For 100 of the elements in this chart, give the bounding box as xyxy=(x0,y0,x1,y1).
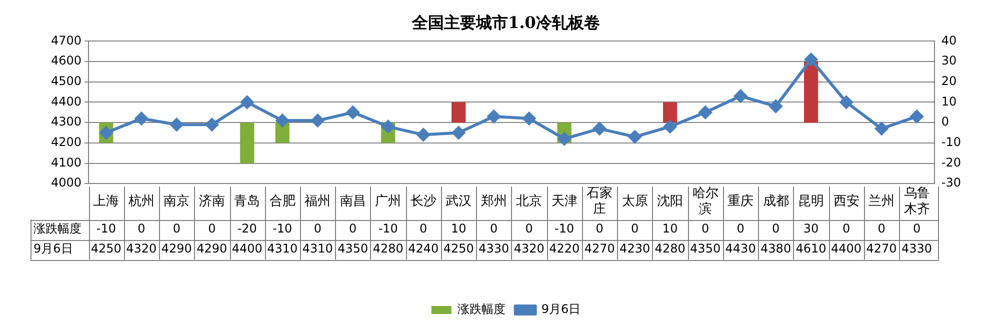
point xyxy=(346,106,360,119)
data-label: 0 xyxy=(525,222,533,236)
data-label: 0 xyxy=(490,222,498,236)
x-tick-label: 哈尔滨 xyxy=(692,186,718,217)
data-label: 0 xyxy=(349,222,357,236)
point xyxy=(170,118,184,132)
data-label: 0 xyxy=(420,222,428,236)
data-label: 4350 xyxy=(690,242,721,256)
data-label: 30 xyxy=(803,222,819,236)
x-tick-label: 成都 xyxy=(762,194,789,209)
data-label: 4310 xyxy=(302,242,333,256)
data-label: 4400 xyxy=(232,242,262,256)
point xyxy=(134,112,148,126)
bar xyxy=(804,62,818,123)
x-tick-label: 天津 xyxy=(551,194,578,209)
x-tick-label: 南京 xyxy=(164,194,190,209)
chart-title: 全国主要城市1.0冷轧板卷 xyxy=(411,12,600,32)
y-tick-label: 4600 xyxy=(50,54,82,68)
y-tick-label: 4500 xyxy=(50,74,82,88)
data-label: 4270 xyxy=(584,242,615,256)
point xyxy=(734,90,748,103)
y2-tick-label: -20 xyxy=(941,155,962,170)
point xyxy=(205,118,218,132)
data-label: 10 xyxy=(662,222,678,236)
point xyxy=(522,112,536,126)
x-tick-label: 西安 xyxy=(833,192,860,209)
point xyxy=(593,122,606,136)
y-tick-label: 4200 xyxy=(50,135,82,150)
data-label: -10 xyxy=(554,222,574,236)
x-tick-label: 太原 xyxy=(622,194,648,209)
legend-label: 9月6日 xyxy=(541,302,581,316)
y2-tick-label: 10 xyxy=(941,94,957,108)
data-label: 4380 xyxy=(760,242,792,256)
x-tick-label: 兰州 xyxy=(868,194,895,209)
data-label: 4310 xyxy=(267,242,298,256)
data-label: 4250 xyxy=(443,242,474,256)
data-label: -20 xyxy=(237,222,257,236)
data-label: 0 xyxy=(912,222,921,236)
data-label: 4270 xyxy=(866,242,897,256)
bar xyxy=(275,122,290,143)
data-label: 4430 xyxy=(725,242,756,256)
data-label: 0 xyxy=(842,222,850,236)
y-tick-label: 4300 xyxy=(50,114,82,129)
point xyxy=(769,100,782,113)
y2-tick-label: 0 xyxy=(941,114,950,129)
data-label: 4240 xyxy=(408,242,439,256)
x-tick-label: 上海 xyxy=(93,194,120,209)
data-label: 4250 xyxy=(90,242,122,256)
bar xyxy=(240,122,254,164)
y2-tick-label: -30 xyxy=(941,176,962,190)
data-label: 4280 xyxy=(654,242,686,256)
text: 9月6日 xyxy=(34,242,73,256)
bar xyxy=(452,102,466,123)
text: 涨跌幅度 xyxy=(34,222,82,236)
x-tick-label: 合肥 xyxy=(269,194,296,209)
data-label: 0 xyxy=(138,222,146,236)
data-label: 4290 xyxy=(196,242,228,256)
data-label: 0 xyxy=(772,222,780,236)
point xyxy=(240,96,254,109)
point xyxy=(311,114,324,128)
x-tick-label: 南昌 xyxy=(340,194,366,209)
x-tick-label: 广州 xyxy=(375,194,402,209)
data-label: 0 xyxy=(596,222,604,236)
data-label: 0 xyxy=(736,222,744,236)
bar xyxy=(663,102,678,123)
x-tick-label: 杭州 xyxy=(127,194,154,209)
y2-tick-label: 20 xyxy=(941,74,957,88)
x-tick-label: 济南 xyxy=(198,194,225,209)
data-label: 4230 xyxy=(620,242,650,256)
y-tick-label: 4100 xyxy=(50,155,82,170)
x-tick-label: 北京 xyxy=(516,194,542,209)
data-label: 4400 xyxy=(831,242,862,256)
point xyxy=(452,126,466,140)
point xyxy=(664,120,677,134)
point xyxy=(487,110,500,123)
data-label: -10 xyxy=(96,222,116,236)
data-label: 4350 xyxy=(338,242,368,256)
point xyxy=(840,96,853,109)
data-label: 4610 xyxy=(796,242,826,256)
x-tick-label: 武汉 xyxy=(446,194,472,209)
data-label: 0 xyxy=(172,222,180,236)
data-label: 0 xyxy=(701,222,710,236)
data-label: 4330 xyxy=(902,242,932,256)
point xyxy=(910,110,924,123)
point xyxy=(804,53,818,66)
y-tick-label: 4000 xyxy=(50,176,82,190)
data-label: 4320 xyxy=(126,242,157,256)
y2-tick-label: 40 xyxy=(941,33,957,48)
point xyxy=(698,106,712,119)
data-label: 4320 xyxy=(514,242,544,256)
point xyxy=(875,122,888,136)
data-label: -10 xyxy=(378,222,398,236)
x-tick-label: 石家庄 xyxy=(586,184,613,217)
y-tick-label: 4400 xyxy=(50,94,82,108)
data-label: 4290 xyxy=(161,242,192,256)
data-label: 0 xyxy=(314,222,322,236)
x-tick-label: 乌鲁木齐 xyxy=(904,186,930,217)
y2-tick-label: -10 xyxy=(941,135,962,150)
data-label: 4220 xyxy=(549,242,580,256)
legend-label: 涨跌幅度 xyxy=(457,302,506,316)
